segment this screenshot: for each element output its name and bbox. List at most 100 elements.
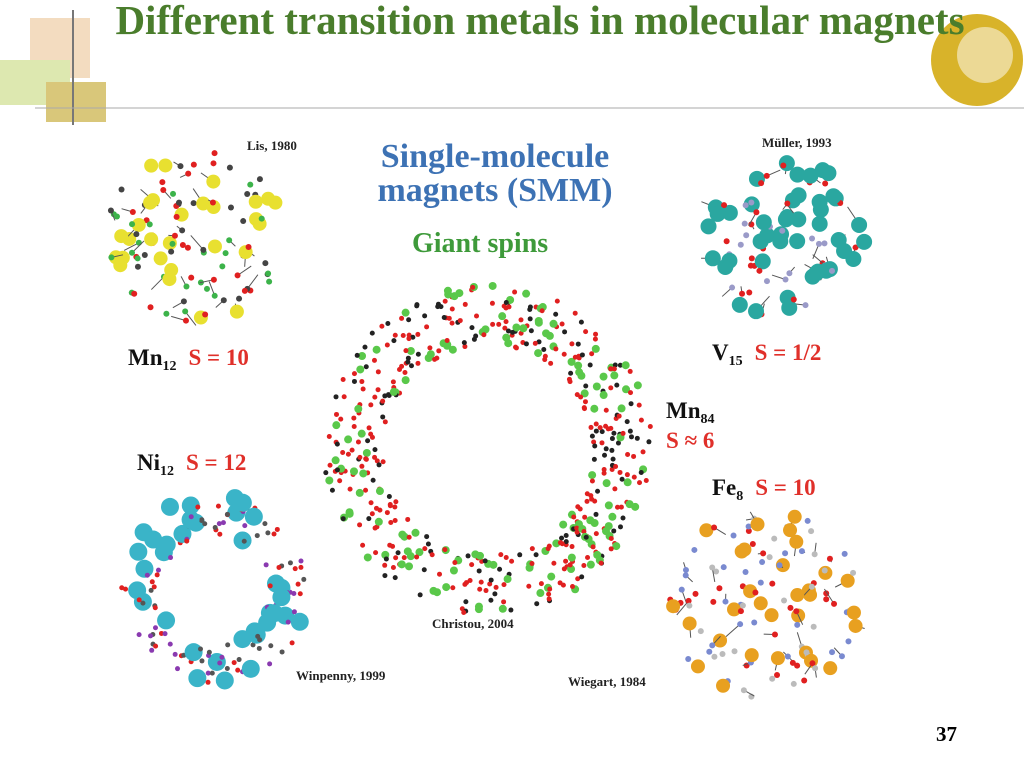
- atom: [184, 244, 191, 251]
- atom: [552, 539, 561, 548]
- atom: [462, 301, 468, 307]
- atom: [610, 456, 616, 462]
- atom: [716, 678, 731, 693]
- atom: [595, 488, 601, 494]
- atom: [625, 500, 634, 509]
- atom: [503, 319, 509, 325]
- atom: [196, 196, 211, 211]
- atom: [560, 582, 566, 588]
- atom: [617, 524, 623, 530]
- atom: [462, 581, 468, 587]
- atom: [427, 345, 433, 351]
- atom: [691, 546, 698, 553]
- atom: [250, 642, 256, 648]
- atom: [533, 552, 539, 558]
- atom: [389, 387, 398, 396]
- atom: [764, 608, 779, 623]
- atom: [745, 528, 752, 535]
- atom: [415, 351, 421, 357]
- atom: [852, 244, 859, 251]
- atom: [770, 651, 785, 666]
- atom: [393, 555, 399, 561]
- atom: [152, 625, 158, 631]
- atom: [769, 675, 776, 682]
- atom: [118, 186, 125, 193]
- atom: [108, 254, 115, 261]
- atom: [144, 572, 150, 578]
- atom: [636, 402, 642, 408]
- atom: [755, 214, 772, 231]
- atom: [572, 310, 578, 316]
- atom: [634, 435, 640, 441]
- atom: [133, 231, 140, 238]
- atom: [354, 352, 360, 358]
- atom: [598, 560, 604, 566]
- atom: [780, 162, 787, 169]
- atom: [760, 550, 767, 557]
- atom: [374, 458, 380, 464]
- bond: [725, 623, 741, 637]
- atom: [604, 522, 613, 531]
- atom: [793, 608, 800, 615]
- atom: [432, 356, 438, 362]
- atom: [815, 240, 822, 247]
- atom: [848, 618, 863, 633]
- atom: [162, 631, 168, 637]
- atom: [107, 207, 114, 214]
- atom: [534, 318, 543, 327]
- atom: [226, 237, 233, 244]
- atom: [529, 546, 535, 552]
- atom: [490, 321, 496, 327]
- atom: [327, 462, 333, 468]
- atom: [497, 566, 503, 572]
- atom: [354, 404, 363, 413]
- atom: [398, 530, 407, 539]
- atom: [209, 199, 216, 206]
- atom: [581, 406, 587, 412]
- atom: [578, 394, 584, 400]
- atom: [547, 572, 556, 581]
- atom: [553, 311, 559, 317]
- atom: [358, 351, 367, 360]
- atom: [469, 562, 475, 568]
- atom: [803, 649, 810, 656]
- atom: [608, 535, 614, 541]
- atom: [492, 591, 498, 597]
- atom: [370, 477, 376, 483]
- atom: [692, 590, 699, 597]
- atom: [554, 298, 560, 304]
- atom: [722, 598, 729, 605]
- atom: [198, 646, 204, 652]
- atom: [766, 554, 773, 561]
- atom: [424, 324, 430, 330]
- atom: [185, 170, 192, 177]
- atom: [333, 394, 339, 400]
- atom: [622, 385, 631, 394]
- atom: [526, 583, 532, 589]
- atom: [809, 235, 816, 242]
- atom: [603, 423, 609, 429]
- atom: [179, 242, 186, 249]
- atom: [742, 202, 749, 209]
- atom: [168, 248, 175, 255]
- atom: [704, 250, 721, 267]
- deco-square: [46, 82, 106, 122]
- atom: [401, 376, 410, 385]
- atom: [748, 199, 755, 206]
- atom: [155, 567, 161, 573]
- atom: [612, 362, 618, 368]
- atom: [256, 645, 262, 651]
- atom: [628, 434, 634, 440]
- atom: [685, 597, 692, 604]
- atom: [235, 667, 241, 673]
- atom: [569, 341, 575, 347]
- atom: [782, 550, 789, 557]
- atom: [845, 251, 862, 268]
- heading: Single-molecule: [380, 138, 610, 175]
- atom: [548, 360, 554, 366]
- atom: [143, 217, 150, 224]
- atom: [256, 176, 263, 183]
- atom: [512, 289, 518, 295]
- atom: [374, 517, 383, 526]
- atom: [406, 534, 412, 540]
